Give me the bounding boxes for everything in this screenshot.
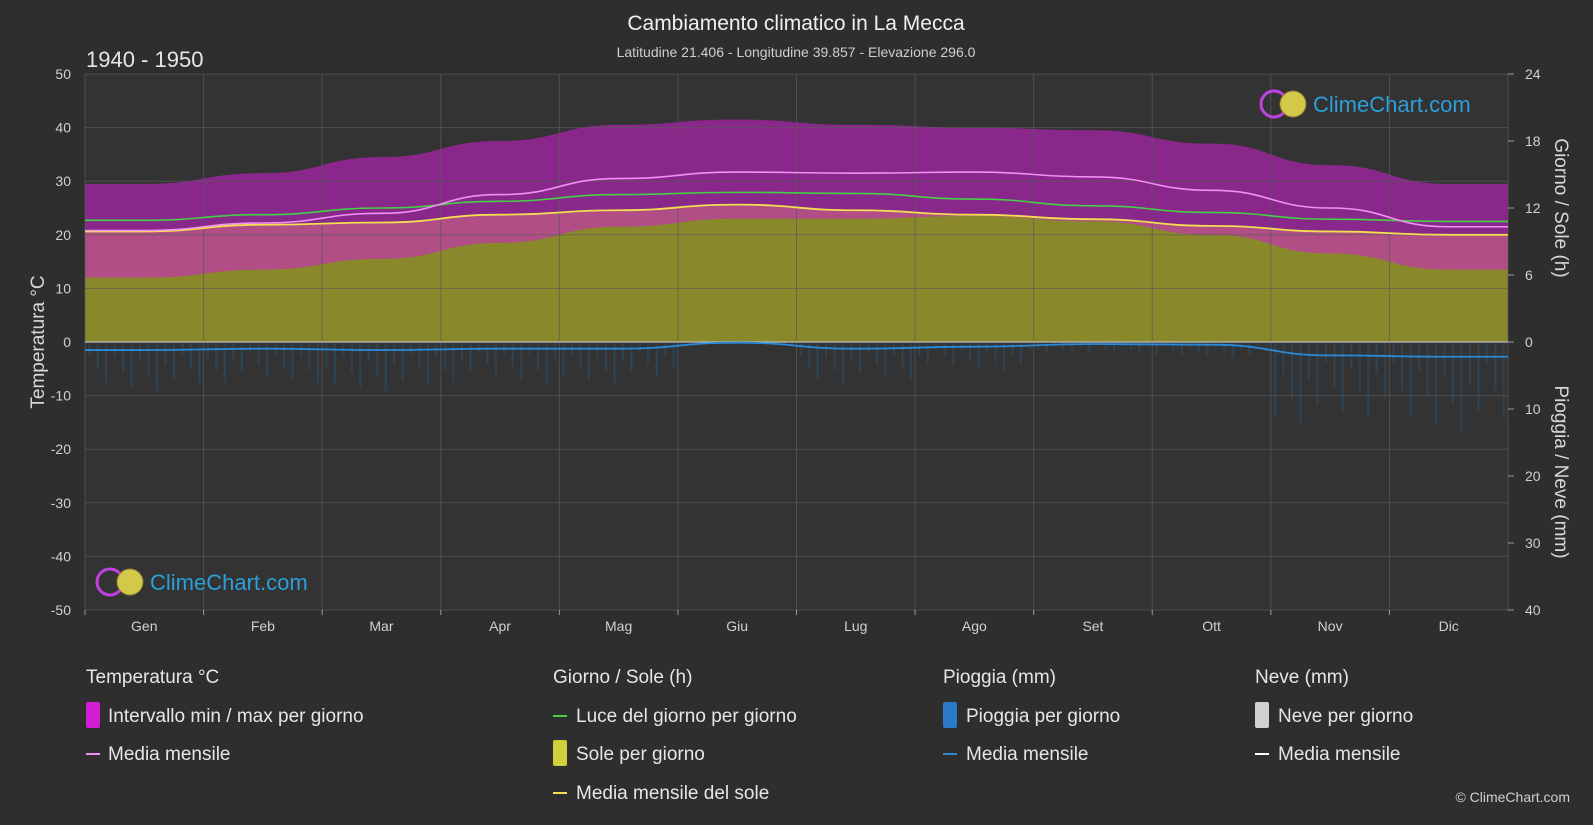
axes: 50 40 30 20 10 0 -10 -20 -30 -40 -50 24 18 12 6 0 10 20 30… — [51, 66, 1541, 634]
month-label: Ott — [1202, 618, 1221, 634]
right-bottom-tick-label: 40 — [1525, 602, 1541, 618]
legend-rain: Pioggia (mm) Pioggia per giorno Media me… — [943, 667, 1120, 765]
month-label: Nov — [1318, 618, 1343, 634]
sunshine-swatch-icon — [553, 740, 567, 766]
left-tick-label: -40 — [51, 548, 71, 564]
left-tick-label: 20 — [55, 227, 71, 243]
rain-swatch-icon — [943, 702, 957, 728]
logo-text-bottom: ClimeChart.com — [150, 570, 308, 595]
logo-globe-icon — [1279, 90, 1307, 118]
month-label: Gen — [131, 618, 157, 634]
left-tick-label: 30 — [55, 173, 71, 189]
right-top-tick-label: 0 — [1525, 334, 1533, 350]
month-label: Feb — [251, 618, 275, 634]
left-tick-label: -10 — [51, 388, 71, 404]
left-tick-label: 50 — [55, 66, 71, 82]
temp-range-swatch-icon — [86, 702, 100, 728]
legend-sunshine: Sole per giorno — [576, 744, 705, 765]
series-lines — [84, 171, 1508, 358]
legend-sun: Giorno / Sole (h) Luce del giorno per gi… — [553, 667, 797, 804]
left-tick-label: 40 — [55, 120, 71, 136]
month-label: Mar — [369, 618, 393, 634]
month-label: Dic — [1439, 618, 1459, 634]
legend-sun-mean: Media mensile del sole — [576, 783, 769, 804]
chart-subtitle: Latitudine 21.406 - Longitudine 39.857 -… — [617, 44, 976, 60]
rain-mean-line — [84, 341, 1508, 358]
logo-bottom-left: ClimeChart.com — [95, 567, 308, 597]
sun-mean-line — [84, 203, 1508, 236]
left-tick-label: -20 — [51, 441, 71, 457]
legend-daylight: Luce del giorno per giorno — [576, 706, 797, 727]
right-axis-label-bottom: Pioggia / Neve (mm) — [1550, 385, 1571, 558]
legend-rain-mean: Media mensile — [966, 744, 1089, 765]
logo-globe-icon — [116, 568, 144, 596]
legend-snow: Neve (mm) Neve per giorno Media mensile — [1255, 667, 1413, 765]
daylight-line — [85, 191, 1508, 223]
copyright: © ClimeChart.com — [1455, 789, 1570, 805]
month-label: Set — [1082, 618, 1103, 634]
right-top-tick-label: 12 — [1525, 200, 1541, 216]
logo-top-right: ClimeChart.com — [1259, 89, 1471, 119]
right-bottom-tick-label: 20 — [1525, 468, 1541, 484]
left-axis-label: Temperatura °C — [28, 275, 49, 408]
month-label: Apr — [489, 618, 511, 634]
right-top-tick-label: 24 — [1525, 66, 1541, 82]
left-tick-label: 10 — [55, 280, 71, 296]
snow-swatch-icon — [1255, 702, 1269, 728]
legend-snow-title: Neve (mm) — [1255, 667, 1349, 688]
month-label: Ago — [962, 618, 987, 634]
left-tick-label: -50 — [51, 602, 71, 618]
legend-temperature: Temperatura °C Intervallo min / max per … — [86, 667, 364, 765]
month-label: Mag — [605, 618, 632, 634]
legend-snow-daily: Neve per giorno — [1278, 706, 1413, 727]
right-top-tick-label: 18 — [1525, 133, 1541, 149]
month-label: Lug — [844, 618, 867, 634]
legend-rain-daily: Pioggia per giorno — [966, 706, 1120, 727]
month-label: Giu — [726, 618, 748, 634]
legend: Temperatura °C Intervallo min / max per … — [86, 667, 1413, 804]
legend-sun-title: Giorno / Sole (h) — [553, 667, 692, 688]
temperature-mean-line — [85, 171, 1508, 232]
legend-temp-range: Intervallo min / max per giorno — [108, 706, 364, 727]
right-bottom-tick-label: 30 — [1525, 535, 1541, 551]
logo-text-top: ClimeChart.com — [1313, 92, 1471, 117]
right-axis-label-top: Giorno / Sole (h) — [1550, 138, 1571, 277]
right-top-tick-label: 6 — [1525, 267, 1533, 283]
left-tick-label: -30 — [51, 495, 71, 511]
chart-title: Cambiamento climatico in La Mecca — [627, 12, 965, 35]
legend-rain-title: Pioggia (mm) — [943, 667, 1056, 688]
legend-snow-mean: Media mensile — [1278, 744, 1401, 765]
legend-temp-mean: Media mensile — [108, 744, 231, 765]
period-label: 1940 - 1950 — [86, 47, 203, 72]
left-tick-label: 0 — [63, 334, 71, 350]
right-bottom-tick-label: 10 — [1525, 401, 1541, 417]
legend-temperature-title: Temperatura °C — [86, 667, 219, 688]
